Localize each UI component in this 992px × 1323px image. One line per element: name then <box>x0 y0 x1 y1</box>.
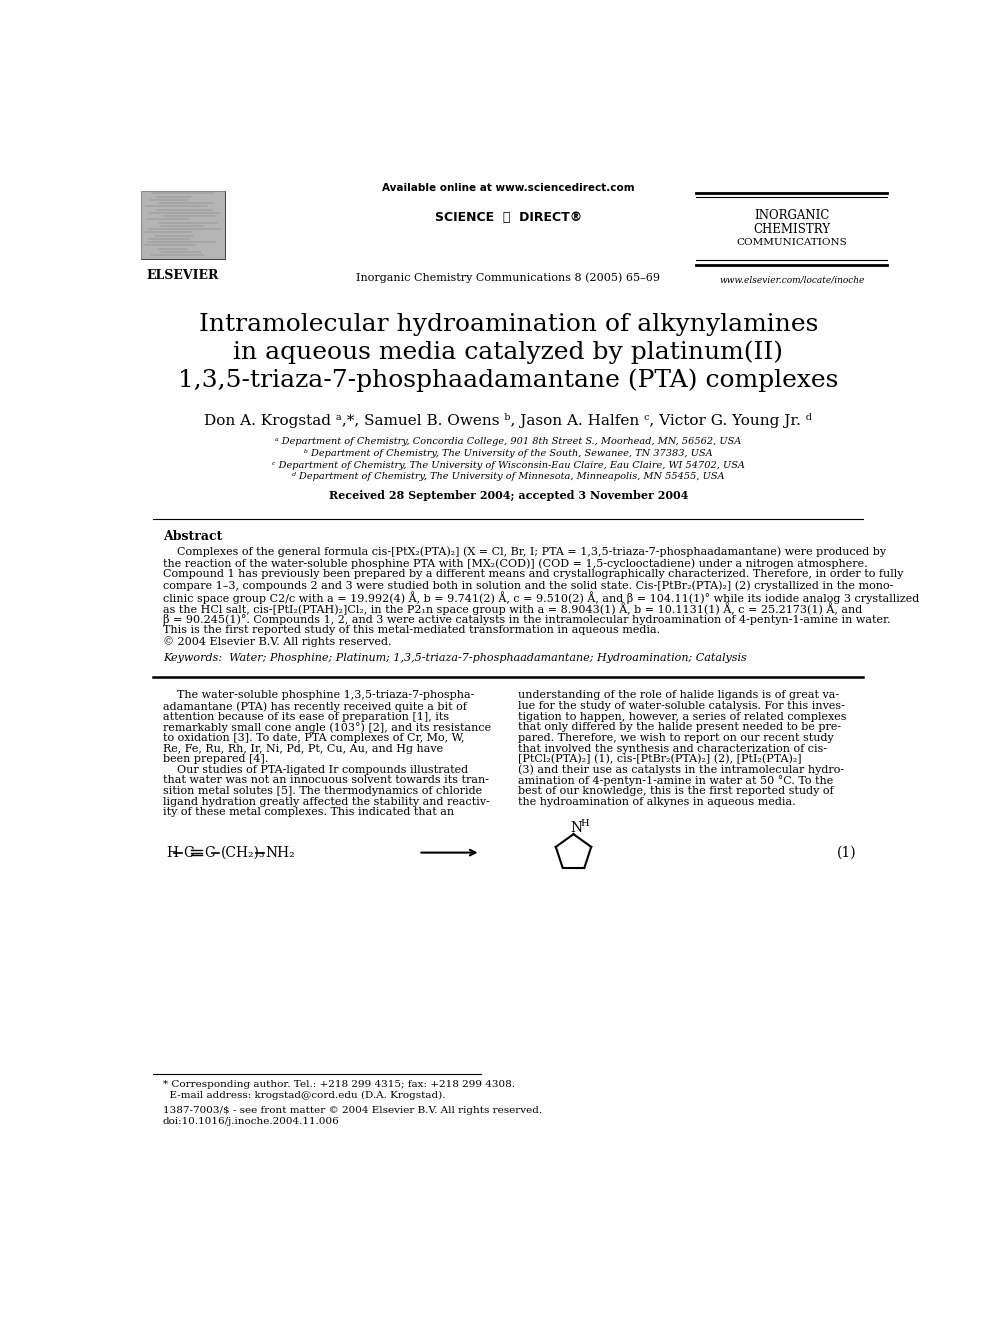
Text: remarkably small cone angle (103°) [2], and its resistance: remarkably small cone angle (103°) [2], … <box>163 722 491 733</box>
Text: in aqueous media catalyzed by platinum(II): in aqueous media catalyzed by platinum(I… <box>233 340 784 364</box>
Text: pared. Therefore, we wish to report on our recent study: pared. Therefore, we wish to report on o… <box>518 733 833 744</box>
Text: * Corresponding author. Tel.: +218 299 4315; fax: +218 299 4308.: * Corresponding author. Tel.: +218 299 4… <box>163 1080 515 1089</box>
FancyBboxPatch shape <box>141 191 225 259</box>
Text: Complexes of the general formula cis-[PtX₂(PTA)₂] (X = Cl, Br, I; PTA = 1,3,5-tr: Complexes of the general formula cis-[Pt… <box>163 546 886 557</box>
Text: that involved the synthesis and characterization of cis-: that involved the synthesis and characte… <box>518 744 826 754</box>
Text: Inorganic Chemistry Communications 8 (2005) 65–69: Inorganic Chemistry Communications 8 (20… <box>356 273 661 283</box>
Text: been prepared [4].: been prepared [4]. <box>163 754 268 765</box>
Text: (CH₂)₃: (CH₂)₃ <box>221 845 266 860</box>
Text: sition metal solutes [5]. The thermodynamics of chloride: sition metal solutes [5]. The thermodyna… <box>163 786 482 796</box>
Text: C: C <box>203 845 214 860</box>
Text: lue for the study of water-soluble catalysis. For this inves-: lue for the study of water-soluble catal… <box>518 701 844 710</box>
Text: adamantane (PTA) has recently received quite a bit of: adamantane (PTA) has recently received q… <box>163 701 466 712</box>
Text: Intramolecular hydroamination of alkynylamines: Intramolecular hydroamination of alkynyl… <box>198 312 818 336</box>
Text: C: C <box>184 845 194 860</box>
Text: Abstract: Abstract <box>163 531 222 542</box>
Text: Available online at www.sciencedirect.com: Available online at www.sciencedirect.co… <box>382 184 635 193</box>
Text: ity of these metal complexes. This indicated that an: ity of these metal complexes. This indic… <box>163 807 454 818</box>
Text: ELSEVIER: ELSEVIER <box>147 269 219 282</box>
Text: ligand hydration greatly affected the stability and reactiv-: ligand hydration greatly affected the st… <box>163 796 490 807</box>
Text: ᵈ Department of Chemistry, The University of Minnesota, Minneapolis, MN 55455, U: ᵈ Department of Chemistry, The Universit… <box>293 472 724 482</box>
Text: Don A. Krogstad ᵃ,*, Samuel B. Owens ᵇ, Jason A. Halfen ᶜ, Victor G. Young Jr. ᵈ: Don A. Krogstad ᵃ,*, Samuel B. Owens ᵇ, … <box>204 413 812 427</box>
Text: 1387-7003/$ - see front matter © 2004 Elsevier B.V. All rights reserved.: 1387-7003/$ - see front matter © 2004 El… <box>163 1106 542 1115</box>
Text: amination of 4-pentyn-1-amine in water at 50 °C. To the: amination of 4-pentyn-1-amine in water a… <box>518 775 833 786</box>
Text: E-mail address: krogstad@cord.edu (D.A. Krogstad).: E-mail address: krogstad@cord.edu (D.A. … <box>163 1090 445 1099</box>
Text: that water was not an innocuous solvent towards its tran-: that water was not an innocuous solvent … <box>163 775 489 786</box>
Text: INORGANIC: INORGANIC <box>754 209 829 222</box>
Text: ᵇ Department of Chemistry, The University of the South, Sewanee, TN 37383, USA: ᵇ Department of Chemistry, The Universit… <box>305 448 712 458</box>
Text: N: N <box>570 822 582 835</box>
Text: The water-soluble phosphine 1,3,5-triaza-7-phospha-: The water-soluble phosphine 1,3,5-triaza… <box>163 691 474 700</box>
Text: [PtCl₂(PTA)₂] (1), cis-[PtBr₂(PTA)₂] (2), [PtI₂(PTA)₂]: [PtCl₂(PTA)₂] (1), cis-[PtBr₂(PTA)₂] (2)… <box>518 754 802 765</box>
Text: Keywords:  Water; Phosphine; Platinum; 1,3,5-triaza-7-phosphaadamantane; Hydroam: Keywords: Water; Phosphine; Platinum; 1,… <box>163 654 747 664</box>
Text: understanding of the role of halide ligands is of great va-: understanding of the role of halide liga… <box>518 691 839 700</box>
Text: This is the first reported study of this metal-mediated transformation in aqueou: This is the first reported study of this… <box>163 624 660 635</box>
Text: H: H <box>167 845 179 860</box>
Text: 1,3,5-triaza-7-phosphaadamantane (PTA) complexes: 1,3,5-triaza-7-phosphaadamantane (PTA) c… <box>179 368 838 392</box>
FancyBboxPatch shape <box>141 191 225 259</box>
Text: CHEMISTRY: CHEMISTRY <box>754 224 830 237</box>
Text: H: H <box>580 819 588 828</box>
Text: doi:10.1016/j.inoche.2004.11.006: doi:10.1016/j.inoche.2004.11.006 <box>163 1117 339 1126</box>
Text: (1): (1) <box>836 845 856 860</box>
Text: (3) and their use as catalysts in the intramolecular hydro-: (3) and their use as catalysts in the in… <box>518 765 844 775</box>
Text: the reaction of the water-soluble phosphine PTA with [MX₂(COD)] (COD = 1,5-cyclo: the reaction of the water-soluble phosph… <box>163 558 867 569</box>
Text: www.elsevier.com/locate/inoche: www.elsevier.com/locate/inoche <box>719 275 865 284</box>
Text: attention because of its ease of preparation [1], its: attention because of its ease of prepara… <box>163 712 448 722</box>
Text: ᵃ Department of Chemistry, Concordia College, 901 8th Street S., Moorhead, MN, 5: ᵃ Department of Chemistry, Concordia Col… <box>275 438 742 446</box>
Text: to oxidation [3]. To date, PTA complexes of Cr, Mo, W,: to oxidation [3]. To date, PTA complexes… <box>163 733 464 744</box>
Text: compare 1–3, compounds 2 and 3 were studied both in solution and the solid state: compare 1–3, compounds 2 and 3 were stud… <box>163 581 893 591</box>
Text: as the HCl salt, cis-[PtI₂(PTAH)₂]Cl₂, in the P2₁n space group with a = 8.9043(1: as the HCl salt, cis-[PtI₂(PTAH)₂]Cl₂, i… <box>163 603 862 615</box>
Text: Compound 1 has previously been prepared by a different means and crystallographi: Compound 1 has previously been prepared … <box>163 569 904 579</box>
Text: β = 90.245(1)°. Compounds 1, 2, and 3 were active catalysts in the intramolecula: β = 90.245(1)°. Compounds 1, 2, and 3 we… <box>163 614 891 624</box>
Text: the hydroamination of alkynes in aqueous media.: the hydroamination of alkynes in aqueous… <box>518 796 796 807</box>
Text: ᶜ Department of Chemistry, The University of Wisconsin-Eau Claire, Eau Claire, W: ᶜ Department of Chemistry, The Universit… <box>272 460 745 470</box>
Text: best of our knowledge, this is the first reported study of: best of our knowledge, this is the first… <box>518 786 833 796</box>
Text: Re, Fe, Ru, Rh, Ir, Ni, Pd, Pt, Cu, Au, and Hg have: Re, Fe, Ru, Rh, Ir, Ni, Pd, Pt, Cu, Au, … <box>163 744 442 754</box>
Text: COMMUNICATIONS: COMMUNICATIONS <box>737 238 847 247</box>
Text: NH₂: NH₂ <box>265 845 295 860</box>
Text: Our studies of PTA-ligated Ir compounds illustrated: Our studies of PTA-ligated Ir compounds … <box>163 765 468 775</box>
Text: © 2004 Elsevier B.V. All rights reserved.: © 2004 Elsevier B.V. All rights reserved… <box>163 636 391 647</box>
Text: Received 28 September 2004; accepted 3 November 2004: Received 28 September 2004; accepted 3 N… <box>328 490 688 501</box>
Text: SCIENCE  ⓓ  DIRECT®: SCIENCE ⓓ DIRECT® <box>434 212 582 224</box>
Text: clinic space group C2/c with a = 19.992(4) Å, b = 9.741(2) Å, c = 9.510(2) Å, an: clinic space group C2/c with a = 19.992(… <box>163 591 919 605</box>
Text: tigation to happen, however, a series of related complexes: tigation to happen, however, a series of… <box>518 712 846 722</box>
Text: that only differed by the halide present needed to be pre-: that only differed by the halide present… <box>518 722 841 733</box>
